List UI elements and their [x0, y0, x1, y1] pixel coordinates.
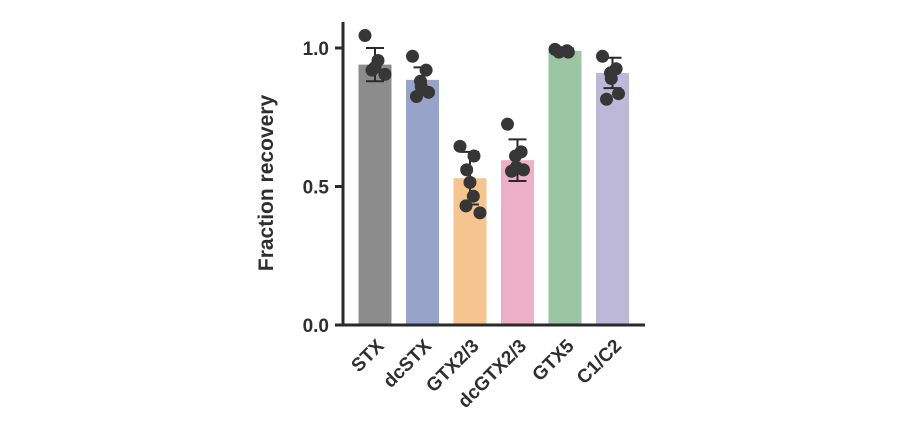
data-points-layer [358, 29, 625, 220]
data-point [453, 139, 467, 153]
data-point [596, 49, 609, 63]
data-point [604, 71, 618, 85]
data-point [501, 117, 514, 131]
y-tick-label: 0.5 [303, 178, 330, 199]
bar-c1-c2 [596, 72, 629, 326]
x-tick-label: C1/C2 [573, 336, 626, 389]
data-point [410, 89, 423, 103]
data-point [505, 164, 518, 178]
bar-dcgtx2-3 [501, 160, 534, 325]
bars-layer [358, 50, 629, 326]
data-point [378, 67, 392, 81]
data-point [509, 149, 522, 163]
data-point [466, 189, 480, 203]
data-point [552, 45, 566, 59]
data-point [419, 63, 433, 77]
y-tick-label: 0.0 [303, 316, 329, 337]
x-tick-label: STX [348, 335, 389, 376]
axes-layer [335, 22, 645, 327]
bar-gtx5 [548, 50, 582, 326]
data-point [473, 206, 487, 220]
x-tick-label: GTX5 [529, 335, 579, 385]
data-point [459, 199, 473, 213]
data-point [517, 163, 530, 177]
data-point [612, 87, 625, 101]
data-point [463, 175, 477, 189]
data-point [422, 85, 435, 99]
y-axis-title: Fraction recovery [255, 95, 278, 272]
bar-dcstx [406, 79, 439, 325]
data-point [467, 149, 481, 163]
bar-stx [358, 64, 392, 326]
y-tick-label: 1.0 [303, 39, 329, 60]
error-bars-layer [366, 47, 622, 206]
data-point [460, 163, 474, 177]
data-point [406, 49, 419, 63]
data-point [358, 29, 372, 43]
data-point [600, 92, 613, 106]
data-point [365, 63, 379, 77]
data-point [561, 45, 575, 59]
